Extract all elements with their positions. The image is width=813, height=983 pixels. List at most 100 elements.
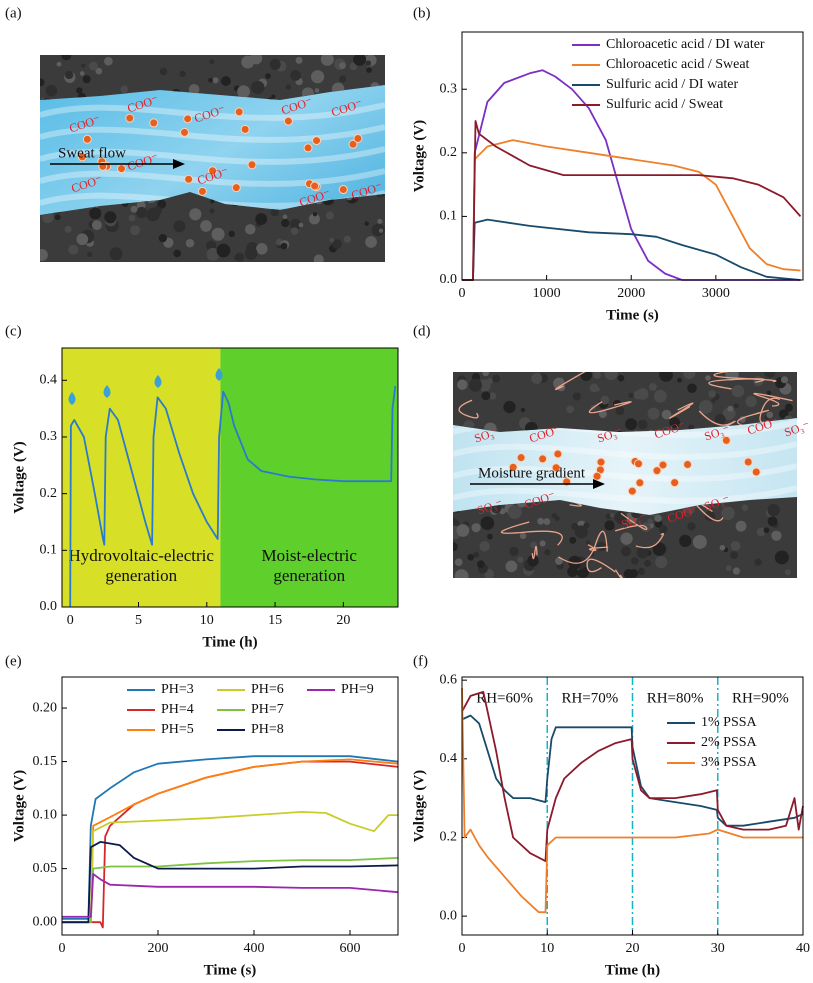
particle (313, 254, 324, 262)
x-tick-label: 2000 (617, 286, 645, 301)
particle (91, 220, 102, 231)
fiber (586, 558, 616, 573)
particle (730, 551, 738, 559)
particle (596, 541, 607, 552)
legend-label: Sulfuric acid / DI water (606, 77, 739, 92)
region-label: RH=90% (732, 690, 789, 706)
plot-frame (461, 31, 804, 281)
particle (628, 392, 634, 399)
particle (245, 224, 256, 235)
particle (669, 417, 681, 428)
particle (374, 226, 381, 233)
particle (580, 372, 593, 381)
fiber (753, 392, 793, 407)
particle (456, 524, 470, 537)
electrode-texture (457, 372, 794, 432)
panel-label: (d) (413, 323, 431, 339)
cation (721, 435, 731, 445)
particle (731, 384, 745, 398)
particle (189, 208, 202, 221)
particle (648, 382, 657, 391)
particle (325, 211, 334, 220)
fiber (736, 409, 769, 429)
legend-label: PH=6 (251, 682, 284, 697)
x-tick-label: 15 (268, 613, 282, 628)
fiber (500, 521, 563, 546)
electrode-band (40, 192, 385, 262)
particle (365, 236, 377, 248)
cation (627, 486, 637, 496)
particle (208, 77, 213, 83)
particle (270, 208, 279, 217)
particle (477, 560, 485, 568)
particle (679, 534, 692, 547)
particle (188, 84, 200, 95)
particle (636, 546, 650, 559)
particle (763, 372, 776, 378)
legend-label: PH=7 (251, 702, 284, 717)
particle (683, 372, 696, 380)
particle (271, 94, 276, 99)
wave (452, 441, 798, 460)
particle (505, 560, 518, 573)
legend-label: Chloroacetic acid / Sweat (606, 57, 750, 72)
particle (615, 406, 625, 416)
particle (265, 73, 271, 79)
cation (633, 459, 643, 469)
fiber (588, 401, 632, 414)
particle (211, 227, 225, 241)
particle (633, 390, 643, 400)
legend-label: PH=9 (341, 682, 374, 697)
plot-frame (61, 347, 399, 608)
wave (452, 485, 798, 504)
particle (349, 62, 358, 71)
particle (289, 218, 301, 230)
particle (128, 214, 136, 222)
cation (592, 471, 602, 481)
particle (251, 80, 265, 95)
particle (364, 221, 369, 226)
particle (81, 63, 86, 68)
cation (82, 134, 92, 144)
droplets (68, 368, 223, 405)
particle (255, 213, 268, 226)
particle (130, 205, 138, 213)
x-tick-label: 30 (711, 941, 725, 956)
droplet (68, 392, 76, 405)
particle (714, 414, 726, 426)
particle (754, 558, 762, 566)
particle (468, 378, 483, 392)
cation (234, 107, 244, 117)
particle (585, 540, 591, 545)
particle (209, 59, 215, 65)
x-tick-label: 10 (200, 613, 214, 628)
particle (745, 395, 757, 408)
series-line (69, 385, 397, 608)
legend-label: 3% PSSA (701, 755, 758, 770)
cation (197, 186, 207, 196)
cation (310, 181, 320, 191)
region-label: generation (105, 566, 177, 585)
particle (687, 522, 696, 531)
particle (527, 555, 539, 567)
particle (509, 546, 519, 557)
panel-label: (a) (5, 5, 22, 21)
particle (453, 517, 456, 523)
flow-label: Moisture gradient (478, 465, 586, 481)
cation (658, 460, 668, 470)
particle (688, 424, 695, 431)
x-axis-label: Time (h) (605, 962, 660, 978)
particle (489, 392, 497, 400)
cation (516, 453, 526, 463)
particle (568, 555, 582, 569)
particle (87, 252, 93, 258)
particle (767, 516, 778, 527)
particle (614, 511, 628, 524)
particle (216, 243, 231, 258)
particle (173, 249, 181, 258)
y-tick-label: 0.05 (33, 861, 58, 876)
particle (677, 377, 682, 383)
y-tick-label: 0.1 (40, 543, 58, 558)
particle (290, 70, 301, 81)
